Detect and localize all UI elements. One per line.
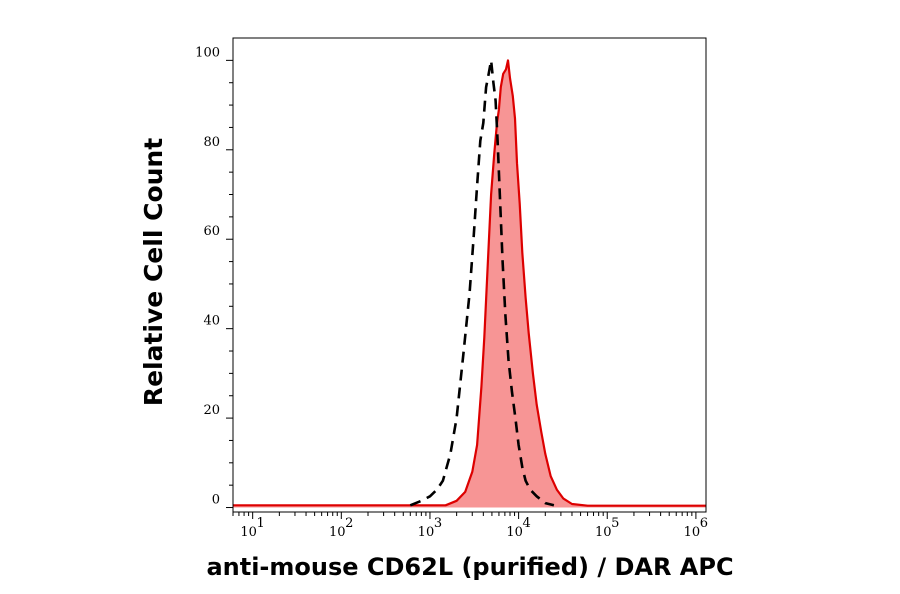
x-tick-exponent: 2: [345, 516, 353, 531]
y-tick-label: 80: [203, 135, 220, 150]
series-0-line: [233, 59, 706, 507]
x-tick-label: 10: [240, 525, 257, 540]
x-tick-label: 10: [595, 525, 612, 540]
x-tick-exponent: 6: [700, 516, 708, 531]
y-axis: 0 20 40 60 80 100: [195, 45, 233, 509]
plot-frame: [232, 37, 707, 513]
plot-area: [233, 59, 706, 508]
y-tick-label: 20: [203, 403, 220, 418]
y-tick-label: 100: [195, 45, 220, 60]
y-tick-label: 60: [203, 224, 220, 239]
x-tick-label: 10: [684, 525, 701, 540]
x-tick-exponent: 5: [611, 516, 619, 531]
x-tick-exponent: 3: [434, 516, 442, 531]
x-tick-exponent: 4: [522, 516, 530, 531]
y-tick-label: 0: [212, 493, 220, 508]
x-tick-label: 10: [506, 525, 523, 540]
x-tick-label: 10: [418, 525, 435, 540]
y-axis-title: Relative Cell Count: [139, 138, 168, 406]
series-1-line: [409, 59, 555, 507]
y-tick-label: 40: [203, 314, 220, 329]
x-tick-label: 10: [329, 525, 346, 540]
x-tick-exponent: 1: [257, 516, 265, 531]
x-axis-title: anti-mouse CD62L (purified) / DAR APC: [206, 553, 733, 581]
